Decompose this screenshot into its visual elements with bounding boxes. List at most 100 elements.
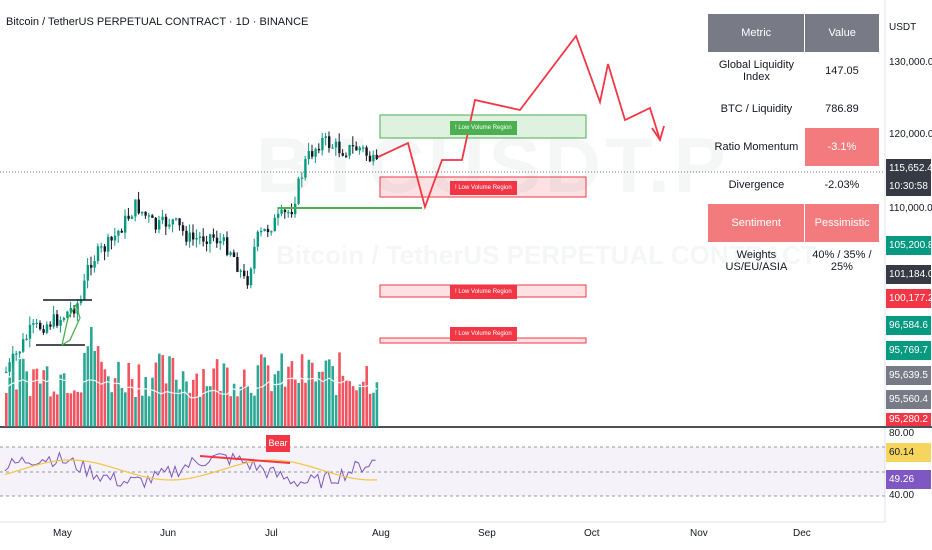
table-header-row: Metric Value <box>708 14 879 52</box>
candle-body <box>334 141 338 148</box>
candle-body <box>246 276 249 286</box>
candle-body <box>45 324 49 333</box>
projection-arrowhead <box>651 125 665 143</box>
volume-bar <box>209 386 212 427</box>
price-tag: 95,639.5 <box>886 366 931 385</box>
volume-bar <box>120 387 124 427</box>
candle-body <box>324 136 327 138</box>
candle-body <box>154 217 157 230</box>
value-cell: 147.05 <box>825 65 859 77</box>
value-cell: -3.1% <box>804 128 879 166</box>
candle-body <box>229 252 232 255</box>
volume-bar <box>328 359 331 427</box>
last-price-tag: 115,652.4 <box>886 159 932 178</box>
volume-bar <box>137 364 141 427</box>
candle-body <box>338 141 341 154</box>
candle-body <box>144 211 147 216</box>
volume-bar <box>345 379 348 427</box>
price-tag: 95,560.4 <box>886 390 931 409</box>
candle-body <box>365 147 368 156</box>
candle-body <box>147 215 151 217</box>
time-axis[interactable]: May Jun Jul Aug Sep Oct Nov Dec <box>0 522 885 550</box>
price-axis-label: 130,000.0 <box>889 57 932 68</box>
volume-bar <box>229 396 232 427</box>
volume-bar <box>107 376 110 427</box>
volume-bar <box>232 383 236 427</box>
candle-body <box>107 236 110 252</box>
candle-body <box>127 215 130 219</box>
volume-bar <box>338 352 341 427</box>
volume-bar <box>154 362 158 427</box>
volume-bar <box>83 352 86 427</box>
volume-bar <box>365 366 368 427</box>
volume-bar <box>178 389 181 427</box>
volume-bar <box>134 396 137 427</box>
volume-bar <box>215 359 219 427</box>
volume-bar <box>52 391 56 427</box>
volume-bar <box>188 392 192 427</box>
metric-cell: Divergence <box>728 179 785 191</box>
volume-bar <box>161 355 164 427</box>
candle-body <box>232 252 236 257</box>
rsi-line <box>4 451 376 489</box>
volume-bar <box>62 373 66 427</box>
volume-bar <box>280 353 283 427</box>
candle-body <box>192 232 195 240</box>
candle-body <box>304 159 307 178</box>
countdown-tag: 10:30:58 <box>886 177 931 196</box>
time-axis-label: Nov <box>690 528 708 539</box>
candle-body <box>59 319 62 326</box>
volume-bar <box>35 368 39 427</box>
volume-bar <box>195 373 198 427</box>
symbol-title[interactable]: Bitcoin / TetherUS PERPETUAL CONTRACT · … <box>6 16 309 28</box>
candle-body <box>181 225 185 231</box>
table-row: BTC / Liquidity 786.89 <box>708 90 879 128</box>
candle-body <box>307 151 310 160</box>
price-axis[interactable]: 130,000.0 120,000.0 110,000.0 115,652.4 … <box>885 0 932 550</box>
projection-path <box>377 34 661 211</box>
candle-body <box>175 218 178 220</box>
volume-bar <box>32 369 35 427</box>
breakout-arrow <box>61 303 81 346</box>
candle-body <box>171 219 174 225</box>
volume-bar <box>79 392 83 427</box>
candle-body <box>236 256 239 272</box>
volume-bar <box>222 363 226 427</box>
volume-bar <box>93 350 96 427</box>
volume-bar <box>8 377 11 427</box>
candle-body <box>205 241 208 244</box>
table-row: Ratio Momentum -3.1% <box>708 128 879 166</box>
volume-bar <box>372 392 375 427</box>
metric-cell: Sentiment <box>708 204 805 242</box>
candle-body <box>195 237 198 240</box>
volume-bar <box>311 362 314 427</box>
candle-body <box>260 231 263 233</box>
candle-body <box>297 178 300 204</box>
volume-bar <box>158 353 161 427</box>
volume-bar <box>96 346 100 427</box>
candle-body <box>28 324 32 339</box>
candle-body <box>243 270 246 277</box>
candle-body <box>49 324 52 327</box>
candle-body <box>18 351 21 354</box>
volume-bar <box>144 377 147 427</box>
volume-bar <box>11 353 15 427</box>
candle-body <box>137 199 140 214</box>
candle-body <box>83 280 86 300</box>
volume-bar <box>324 360 328 427</box>
candle-body <box>124 215 127 233</box>
volume-bar <box>141 395 144 427</box>
volume-bar <box>256 365 260 427</box>
rsi-value-tag: 49.26 <box>886 470 931 489</box>
candle-body <box>134 199 137 217</box>
candle-body <box>253 246 256 269</box>
currency-button[interactable]: USDT <box>889 22 917 33</box>
time-axis-label: Dec <box>793 528 811 539</box>
candle-body <box>219 241 222 244</box>
candle-body <box>141 211 144 214</box>
candle-body <box>362 147 365 149</box>
candle-body <box>93 261 96 268</box>
volume-bar <box>39 383 42 427</box>
volume-bar <box>90 326 93 427</box>
